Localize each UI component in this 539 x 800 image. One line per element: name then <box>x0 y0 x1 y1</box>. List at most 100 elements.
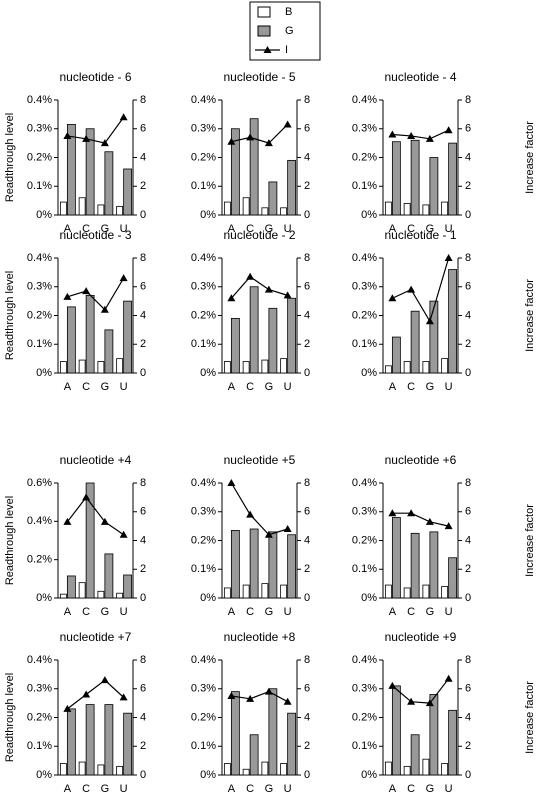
line-marker <box>227 691 236 699</box>
x-tick-label: U <box>120 606 128 618</box>
y-tick-label: 0.4% <box>191 654 216 666</box>
legend-label: G <box>285 25 294 37</box>
y2-tick-label: 0 <box>465 209 471 221</box>
line-marker <box>264 530 273 538</box>
y-tick-label: 0.3% <box>352 123 377 135</box>
bar <box>287 297 297 374</box>
bar <box>242 768 250 776</box>
bar <box>59 763 67 776</box>
bar <box>429 694 439 776</box>
bar <box>66 306 76 374</box>
line-marker <box>264 687 273 695</box>
x-tick-label: U <box>284 381 292 393</box>
line-marker <box>444 674 453 682</box>
legend-label: B <box>285 6 292 18</box>
y2-axis-label: Increase factor <box>524 279 536 352</box>
bar <box>287 534 297 599</box>
y2-tick-label: 0 <box>140 592 146 604</box>
y-tick-label: 0% <box>36 367 52 379</box>
line-marker <box>444 254 453 261</box>
bar <box>59 201 67 216</box>
bar <box>249 118 259 216</box>
y-tick-label: 0.4% <box>352 94 377 106</box>
x-tick-label: C <box>82 783 90 795</box>
line-marker <box>82 493 91 501</box>
bar <box>242 197 250 216</box>
y-tick-label: 0.1% <box>191 563 216 575</box>
y-tick-label: 0.1% <box>352 180 377 192</box>
line-marker <box>425 517 434 525</box>
bar <box>97 204 105 216</box>
x-tick-label: C <box>246 783 254 795</box>
y2-tick-label: 4 <box>465 151 471 163</box>
line-marker <box>246 272 255 280</box>
line-marker <box>444 522 453 530</box>
bar <box>116 592 124 599</box>
y-tick-label: 0.1% <box>27 740 52 752</box>
bar <box>123 574 133 599</box>
bar <box>384 584 392 599</box>
y-tick-label: 0.1% <box>352 338 377 350</box>
chart-title: nucleotide +5 <box>224 453 296 467</box>
y-tick-label: 0.2% <box>191 151 216 163</box>
line-marker <box>100 139 109 147</box>
y2-tick-label: 2 <box>465 180 471 192</box>
y2-tick-label: 8 <box>465 94 471 106</box>
x-tick-label: G <box>265 381 274 393</box>
bar <box>384 761 392 776</box>
bar <box>78 761 86 776</box>
bar <box>66 708 76 776</box>
bar <box>410 310 420 374</box>
x-tick-label: C <box>82 381 90 393</box>
y2-tick-label: 8 <box>304 654 310 666</box>
y2-tick-label: 4 <box>465 309 471 321</box>
y2-tick-label: 2 <box>465 740 471 752</box>
x-tick-label: U <box>120 381 128 393</box>
line-marker <box>100 676 109 684</box>
bar <box>116 205 124 216</box>
y2-tick-label: 4 <box>304 534 310 546</box>
line-marker <box>246 510 255 518</box>
y2-tick-label: 0 <box>140 209 146 221</box>
bar <box>97 590 105 599</box>
x-tick-label: G <box>426 606 435 618</box>
bar <box>78 582 86 599</box>
line-marker <box>82 287 91 295</box>
x-tick-label: U <box>445 606 453 618</box>
x-tick-label: C <box>407 223 415 235</box>
x-tick-label: G <box>426 783 435 795</box>
bar <box>448 709 458 776</box>
bar <box>410 139 420 216</box>
bar <box>104 151 114 216</box>
y-tick-label: 0.3% <box>191 506 216 518</box>
x-tick-label: G <box>265 783 274 795</box>
bar <box>85 128 95 216</box>
y2-tick-label: 0 <box>304 769 310 781</box>
line-marker <box>407 131 416 139</box>
bar <box>223 361 231 374</box>
y2-tick-label: 6 <box>465 506 471 518</box>
y2-tick-label: 8 <box>465 654 471 666</box>
y2-tick-label: 6 <box>465 683 471 695</box>
x-tick-label: A <box>228 223 236 235</box>
y2-tick-label: 6 <box>140 123 146 135</box>
y-tick-label: 0.1% <box>352 563 377 575</box>
legend-swatch <box>257 25 271 37</box>
line-marker <box>119 693 128 701</box>
line-marker <box>227 137 236 145</box>
y2-axis-label: Increase factor <box>524 681 536 754</box>
bar <box>104 553 114 599</box>
y2-tick-label: 6 <box>140 683 146 695</box>
y-tick-label: 0.4% <box>191 252 216 264</box>
y-tick-label: 0.3% <box>352 281 377 293</box>
y2-tick-label: 2 <box>140 740 146 752</box>
y2-tick-label: 6 <box>140 281 146 293</box>
bar <box>403 587 411 599</box>
x-tick-label: C <box>82 223 90 235</box>
line-marker <box>283 525 292 532</box>
y2-tick-label: 8 <box>304 477 310 489</box>
y2-tick-label: 0 <box>465 592 471 604</box>
line-marker <box>227 479 236 486</box>
line-marker <box>119 113 128 121</box>
y2-tick-label: 0 <box>304 209 310 221</box>
